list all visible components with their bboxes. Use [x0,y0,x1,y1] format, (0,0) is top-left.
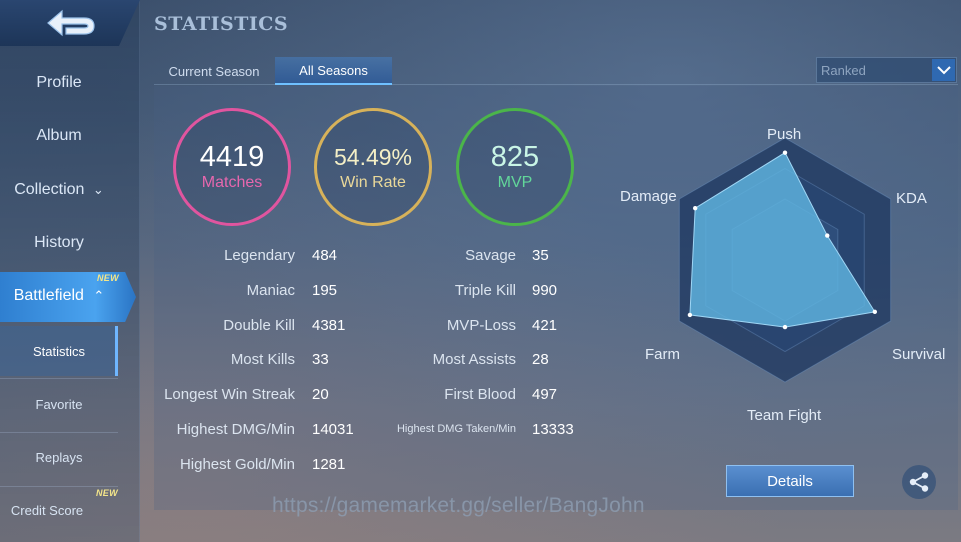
details-button[interactable]: Details [726,465,854,497]
stat-label-legendary: Legendary [224,247,295,264]
stat-value-mvp-loss: 421 [532,317,558,334]
sidebar-item-label: Collection [14,181,85,198]
divider [0,486,118,487]
tab-label: Current Season [168,63,260,79]
radar-point [782,324,788,330]
win-rate-ring: 54.49% Win Rate [314,108,432,226]
stat-label-mvp-loss: MVP-Loss [446,317,516,334]
sidebar: Profile Album Collection ⌄ History Battl… [0,0,140,542]
stat-value-savage: 35 [532,247,549,264]
details-button-label: Details [767,472,813,490]
mode-select[interactable]: Ranked [816,57,957,83]
new-badge: NEW [96,488,118,498]
sidebar-subitem-statistics[interactable]: Statistics [0,344,118,359]
stat-label-maniac: Maniac [246,282,295,299]
radar-label-damage: Damage [620,188,677,205]
sidebar-item-history[interactable]: History [0,234,118,252]
stat-label-highest-dmg-taken-min: Highest DMG Taken/Min [396,423,516,435]
divider [0,432,118,433]
stat-label-highest-dmg-min: Highest DMG/Min [176,421,295,438]
radar-point [782,150,788,155]
radar-label-push: Push [767,126,802,143]
share-icon [909,472,929,492]
stat-value-highest-gold-min: 1281 [312,456,346,473]
season-tabs: Current Season All Seasons [154,57,958,85]
sidebar-item-label: Battlefield [13,287,84,304]
sidebar-item-battlefield[interactable] [0,272,136,322]
win-rate-value: 54.49% [333,144,412,170]
stat-value-highest-dmg-taken-min: 13333 [532,421,574,438]
stat-label-double-kill: Double Kill [223,317,295,334]
mvp-ring: 825 MVP [456,108,574,226]
stat-value-double-kill: 4381 [312,317,346,334]
stat-value-maniac: 195 [312,282,338,299]
stat-label-most-assists: Most Assists [432,351,516,368]
radar-label-survival: Survival [892,346,946,363]
radar-point [825,233,830,238]
chevron-down-icon: ⌄ [92,182,104,197]
stat-label-first-blood: First Blood [444,386,516,403]
back-button[interactable] [0,0,140,46]
tab-all-seasons[interactable]: All Seasons [275,57,392,85]
chevron-up-icon: ⌃ [93,288,105,303]
sidebar-item-battlefield-label[interactable]: Battlefield ⌃ [0,287,118,305]
win-rate-label: Win Rate [340,174,406,191]
radar-label-kda: KDA [896,190,927,207]
radar-point [872,309,878,315]
sidebar-item-profile[interactable]: Profile [0,74,118,92]
stat-value-most-assists: 28 [532,351,549,368]
sidebar-subitem-favorite[interactable]: Favorite [0,397,118,412]
radar-label-team-fight: Team Fight [747,407,822,424]
sidebar-item-label: Favorite [35,397,83,412]
stat-value-longest-win-streak: 20 [312,386,329,403]
sidebar-item-label: Album [36,127,82,144]
page-title: STATISTICS [154,13,289,35]
radar-point [687,312,693,318]
sidebar-item-credit-score[interactable]: Credit Score [0,503,106,518]
stat-value-triple-kill: 990 [532,282,558,299]
divider [0,378,118,379]
stat-label-triple-kill: Triple Kill [454,282,516,299]
mvp-label: MVP [497,174,533,191]
radar-label-farm: Farm [645,346,680,363]
tab-current-season[interactable]: Current Season [154,57,274,85]
matches-value: 4419 [199,141,265,173]
mode-select-value: Ranked [821,62,866,78]
chevron-down-icon[interactable] [932,59,955,81]
stat-label-highest-gold-min: Highest Gold/Min [179,456,295,473]
mvp-value: 825 [490,141,540,173]
stat-value-first-blood: 497 [532,386,558,403]
stat-label-longest-win-streak: Longest Win Streak [164,386,295,403]
share-button[interactable] [902,465,936,499]
sidebar-item-label: Statistics [32,344,85,359]
radar-point [692,205,698,211]
new-badge: NEW [97,273,119,283]
radar-chart [678,137,892,383]
sidebar-item-label: Credit Score [10,503,84,518]
stat-label-most-kills: Most Kills [230,351,295,368]
sidebar-subitem-replays[interactable]: Replays [0,450,118,465]
stat-value-most-kills: 33 [312,351,329,368]
back-arrow-icon [47,9,95,37]
sidebar-item-label: History [34,234,84,251]
sidebar-item-album[interactable]: Album [0,127,118,145]
tab-label: All Seasons [299,62,368,78]
stat-value-legendary: 484 [312,247,338,264]
sidebar-item-collection[interactable]: Collection ⌄ [0,181,118,199]
sidebar-item-label: Replays [35,450,83,465]
watermark: https://gamemarket.gg/seller/BangJohn [272,494,645,517]
sidebar-item-statistics[interactable] [0,326,118,376]
matches-label: Matches [201,174,263,191]
matches-ring: 4419 Matches [173,108,291,226]
stat-value-highest-dmg-min: 14031 [312,421,354,438]
sidebar-item-label: Profile [36,74,82,91]
stat-label-savage: Savage [465,247,516,264]
